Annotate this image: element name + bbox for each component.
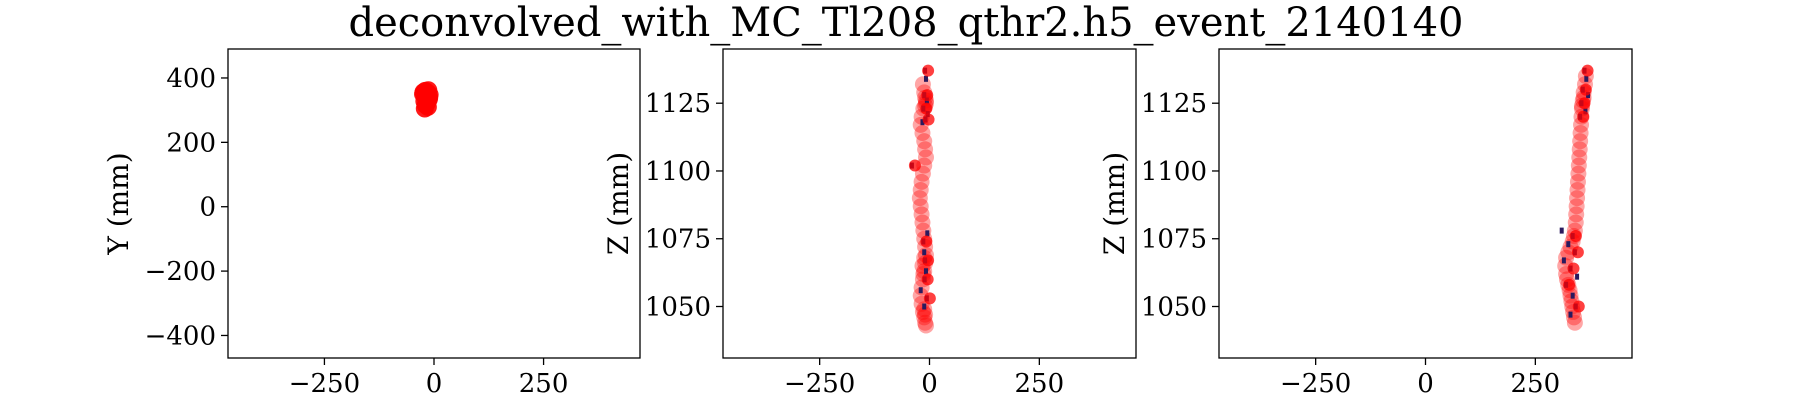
hit-point <box>917 141 934 158</box>
hit-point <box>1569 181 1586 198</box>
plot-area <box>414 81 439 118</box>
hit-point <box>912 198 929 215</box>
y-tick-label: 1100 <box>1141 157 1207 187</box>
deconv-point <box>1584 75 1589 82</box>
y-tick-label: 400 <box>166 64 216 94</box>
hit-point <box>916 157 933 174</box>
x-tick-label: 250 <box>1511 369 1561 399</box>
hit-point <box>1568 198 1585 215</box>
hit-point <box>917 149 934 166</box>
hit-blob <box>1578 97 1591 110</box>
hit-point <box>1567 214 1584 231</box>
hit-point <box>1562 287 1579 304</box>
hit-blob <box>922 64 935 77</box>
hit-point <box>1571 149 1588 166</box>
hit-point <box>1568 206 1585 223</box>
hit-blob <box>1563 278 1576 291</box>
hit-blob <box>1572 300 1585 313</box>
deconv-point <box>922 249 927 256</box>
plot-area <box>1557 64 1594 331</box>
hit-point <box>414 83 433 102</box>
hit-point <box>917 317 934 334</box>
deconv-point <box>923 268 928 275</box>
y-tick-label: 1075 <box>645 225 711 255</box>
hit-blob <box>922 254 935 267</box>
hit-point <box>911 190 928 207</box>
deconv-point <box>918 287 923 294</box>
hit-blob <box>922 113 935 126</box>
x-tick-label: −250 <box>289 369 360 399</box>
x-tick-label: 0 <box>426 369 443 399</box>
deconv-point <box>1559 227 1564 234</box>
hit-point <box>1571 141 1588 158</box>
hit-point <box>914 125 931 142</box>
deconv-point <box>1570 292 1575 299</box>
hit-blob <box>908 159 921 172</box>
y-axis-label: Z (mm) <box>1098 152 1131 255</box>
hit-point <box>1566 314 1583 331</box>
hit-point <box>914 214 931 231</box>
deconv-point <box>1568 311 1573 318</box>
panel-3: −250 0 250 1050 1075 1100 1125 Z (mm) <box>1098 48 1633 399</box>
y-tick-label: −200 <box>145 257 216 287</box>
x-tick-label: 0 <box>921 369 938 399</box>
panel-2: −250 0 250 1050 1075 1100 1125 Z (mm) <box>602 48 1137 399</box>
hit-point <box>916 309 933 326</box>
hit-point <box>913 173 930 190</box>
deconv-point <box>925 230 930 237</box>
hit-blob <box>1581 64 1594 77</box>
deconv-point <box>1561 257 1566 264</box>
plot-area <box>908 64 936 334</box>
y-tick-label: 1125 <box>645 89 711 119</box>
y-axis-label: Z (mm) <box>602 152 635 255</box>
hit-point <box>912 181 929 198</box>
hit-blob <box>923 292 936 305</box>
deconv-point <box>1566 241 1571 248</box>
hit-blob <box>1567 262 1580 275</box>
hit-blob <box>920 102 933 115</box>
y-tick-label: 200 <box>166 128 216 158</box>
deconv-point <box>923 75 928 82</box>
y-tick-label: 1050 <box>645 293 711 323</box>
x-tick-label: 0 <box>1417 369 1434 399</box>
hit-point <box>1569 190 1586 207</box>
deconv-point <box>922 303 927 310</box>
hit-point <box>917 314 934 331</box>
y-tick-label: 1125 <box>1141 89 1207 119</box>
hit-point <box>917 306 934 323</box>
x-tick-label: 250 <box>1015 369 1065 399</box>
y-tick-label: 1075 <box>1141 225 1207 255</box>
y-tick-label: −400 <box>145 321 216 351</box>
x-tick-label: −250 <box>1280 369 1351 399</box>
hit-blob <box>920 235 933 248</box>
hit-point <box>916 133 933 150</box>
hit-blob <box>921 273 934 286</box>
hit-point <box>1572 125 1589 142</box>
y-tick-label: 0 <box>199 193 216 223</box>
hit-point <box>1569 173 1586 190</box>
panels: −250 0 250 −400 −200 0 200 400 Y (mm) −250 0 250 105… <box>102 48 1633 399</box>
y-axis-label: Y (mm) <box>102 152 135 255</box>
panel-1: −250 0 250 −400 −200 0 200 400 Y (mm) <box>102 48 641 399</box>
hit-point <box>1560 244 1577 261</box>
hit-point <box>1570 165 1587 182</box>
x-tick-label: −250 <box>784 369 855 399</box>
figure-title: deconvolved_with_MC_Tl208_qthr2.h5_event… <box>349 0 1464 46</box>
hit-blob <box>1571 246 1584 259</box>
hit-blob <box>1577 110 1590 123</box>
y-tick-label: 1100 <box>645 157 711 187</box>
x-tick-label: 250 <box>519 369 569 399</box>
hit-blob <box>921 89 934 102</box>
deconv-point <box>1575 273 1580 280</box>
hit-blob <box>1579 83 1592 96</box>
deconv-point <box>920 119 925 126</box>
hit-point <box>1570 157 1587 174</box>
hit-point <box>914 303 931 320</box>
hit-blob <box>1569 230 1582 243</box>
y-tick-label: 1050 <box>1141 293 1207 323</box>
hit-point <box>913 206 930 223</box>
hit-point <box>1572 133 1589 150</box>
